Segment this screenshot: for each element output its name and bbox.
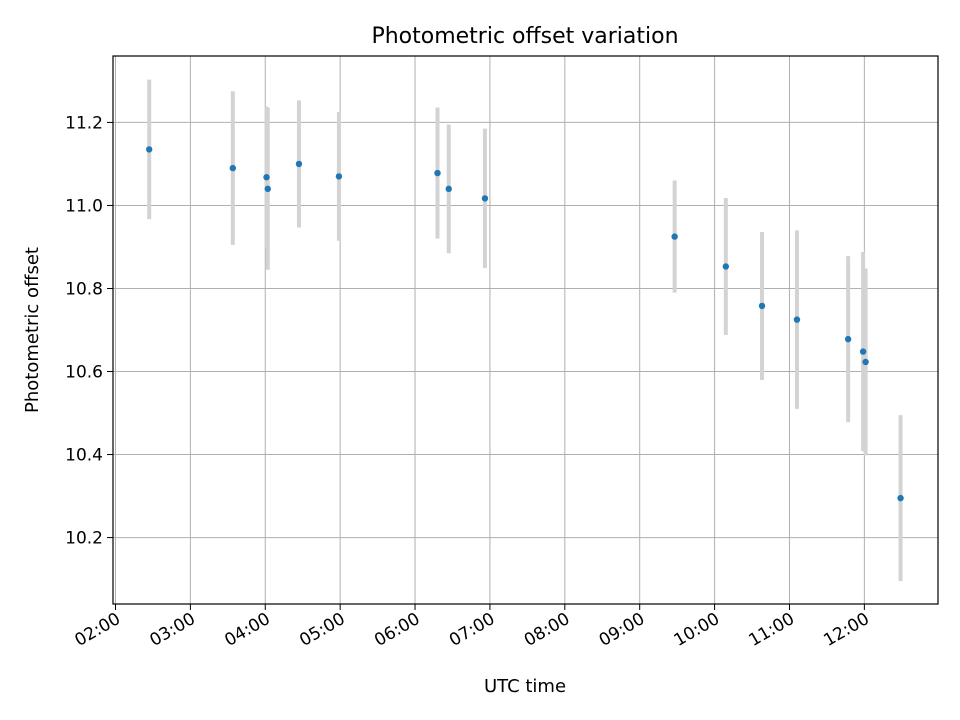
plot-frame bbox=[112, 55, 939, 605]
tick-layer: 02:00 03:00 04:00 05:00 06:00 07:00 08:00 09:00… bbox=[65, 113, 873, 650]
y-tick-label: 11.0 bbox=[65, 196, 103, 216]
data-point bbox=[295, 160, 303, 168]
x-tick-label: 04:00 bbox=[221, 609, 273, 651]
x-axis-label: UTC time bbox=[484, 676, 566, 697]
point-layer bbox=[145, 146, 904, 502]
data-point bbox=[671, 233, 678, 240]
x-tick-label: 08:00 bbox=[521, 609, 573, 651]
data-point bbox=[335, 173, 343, 180]
x-tick-label: 03:00 bbox=[146, 609, 198, 651]
x-tick-label: 05:00 bbox=[296, 609, 348, 651]
data-point bbox=[862, 358, 869, 366]
chart-title: Photometric offset variation bbox=[371, 24, 678, 49]
data-point bbox=[263, 174, 270, 181]
data-point bbox=[844, 335, 852, 343]
x-tick-label: 11:00 bbox=[746, 609, 798, 651]
x-tick-label: 06:00 bbox=[371, 609, 423, 651]
x-tick-label: 10:00 bbox=[671, 609, 723, 651]
data-point bbox=[264, 185, 271, 193]
data-point bbox=[758, 302, 766, 310]
data-point bbox=[229, 164, 237, 172]
y-tick-label: 10.8 bbox=[65, 279, 103, 299]
y-tick-label: 11.2 bbox=[65, 113, 103, 133]
y-tick-label: 10.6 bbox=[65, 363, 103, 383]
x-tick-label: 09:00 bbox=[596, 609, 648, 651]
grid-layer bbox=[113, 56, 938, 604]
data-point bbox=[434, 169, 441, 177]
data-point bbox=[145, 146, 153, 153]
data-point bbox=[897, 494, 904, 502]
x-tick-label: 02:00 bbox=[72, 609, 124, 651]
data-point bbox=[793, 316, 801, 323]
x-tick-label: 12:00 bbox=[820, 609, 872, 651]
data-point bbox=[859, 348, 867, 355]
y-axis-label: Photometric offset bbox=[22, 247, 43, 413]
y-tick-label: 10.2 bbox=[65, 529, 103, 549]
data-point bbox=[481, 195, 489, 202]
errorbar-layer bbox=[147, 79, 903, 582]
data-point bbox=[445, 185, 452, 193]
y-tick-label: 10.4 bbox=[65, 446, 103, 466]
x-tick-label: 07:00 bbox=[446, 609, 498, 651]
data-point bbox=[722, 263, 730, 270]
